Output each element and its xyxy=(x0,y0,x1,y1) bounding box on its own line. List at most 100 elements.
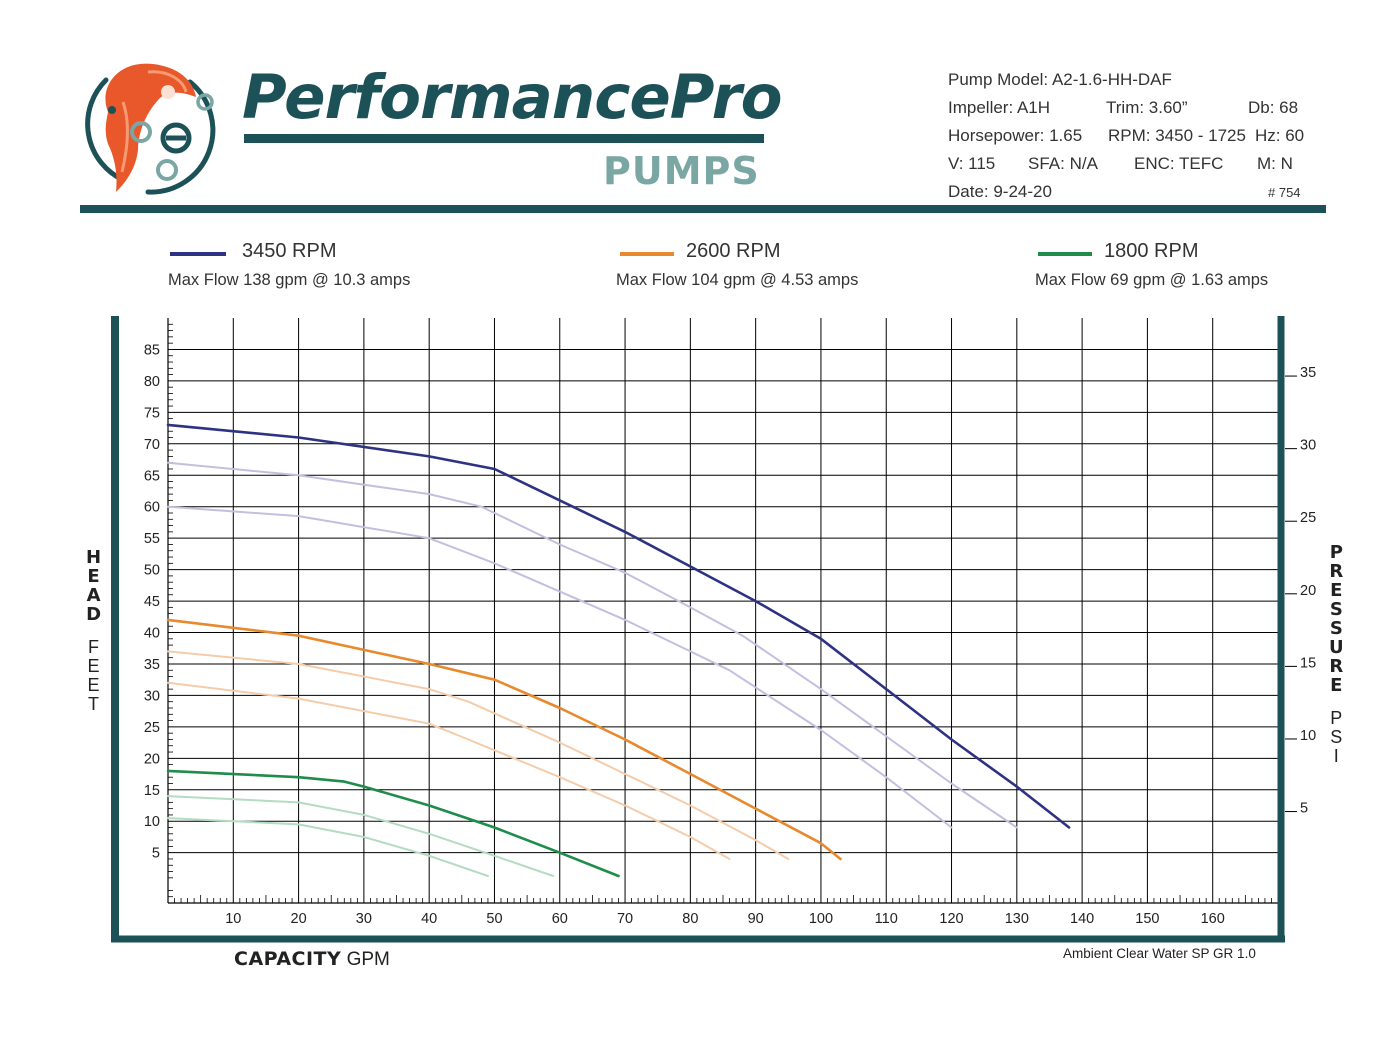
x-tick-label: 80 xyxy=(682,911,698,927)
x-axis-title: CAPACITY GPM xyxy=(234,948,390,971)
y2-tick-label: 15 xyxy=(1300,655,1316,671)
y2-tick-label: 20 xyxy=(1300,583,1316,599)
axis-title-letter: E xyxy=(1330,675,1343,696)
x-tick-label: 150 xyxy=(1135,911,1159,927)
y2-tick-label: 5 xyxy=(1300,801,1308,817)
axis-title-letter: E xyxy=(1330,580,1343,601)
spec-number: # 754 xyxy=(1268,185,1301,200)
axis-title-letter: F xyxy=(88,637,100,657)
y-tick-label: 70 xyxy=(144,437,160,453)
x-tick-label: 100 xyxy=(809,911,833,927)
brand-underline xyxy=(244,134,764,143)
y-tick-label: 75 xyxy=(144,405,160,421)
x-tick-label: 110 xyxy=(875,911,898,927)
x-tick-label: 130 xyxy=(1005,911,1029,927)
spec-impeller: Impeller: A1H xyxy=(948,98,1051,117)
footnote: Ambient Clear Water SP GR 1.0 xyxy=(1063,946,1256,961)
y-tick-label: 20 xyxy=(144,751,160,767)
y-tick-label: 80 xyxy=(144,374,160,390)
x-tick-label: 40 xyxy=(421,911,437,927)
y-tick-label: 15 xyxy=(144,783,160,799)
y-tick-label: 5 xyxy=(152,846,160,862)
axis-title-letter: R xyxy=(1329,561,1344,582)
axis-title-letter: H xyxy=(86,547,102,568)
y-tick-label: 85 xyxy=(144,342,160,358)
legend-swatch-3450 xyxy=(170,252,226,256)
axis-title-letter: R xyxy=(1329,656,1344,677)
spec-db: Db: 68 xyxy=(1248,98,1299,117)
y-tick-label: 65 xyxy=(144,468,160,484)
x-tick-label: 120 xyxy=(939,911,963,927)
y-tick-label: 50 xyxy=(144,563,160,579)
chart-tick-labels: 10 20 30 40 50 60 70 80 90 100 110 120 130 140 150 160 5… xyxy=(144,342,1316,927)
spec-m: M: N xyxy=(1257,154,1293,173)
axis-title-letter: E xyxy=(87,566,100,587)
chart-curves xyxy=(166,423,1071,878)
y-tick-label: 25 xyxy=(144,720,160,736)
spec-rpm: RPM: 3450 - 1725 xyxy=(1108,126,1246,145)
series-line-1800-rpm xyxy=(166,769,620,878)
legend-label-2600: 2600 RPM xyxy=(686,240,781,262)
axis-title-letter: D xyxy=(86,604,102,625)
chart-grid xyxy=(167,318,1278,904)
series-line-trim-4 xyxy=(167,650,790,860)
legend-note-1800: Max Flow 69 gpm @ 1.63 amps xyxy=(1035,271,1269,289)
y2-tick-label: 35 xyxy=(1300,365,1316,381)
header-divider xyxy=(80,205,1326,213)
axis-title-letter: E xyxy=(87,656,100,676)
spec-hz: Hz: 60 xyxy=(1255,126,1305,145)
y-tick-label: 35 xyxy=(144,657,160,673)
series-line-2600-rpm xyxy=(166,618,842,861)
axis-title-letter: T xyxy=(88,694,100,714)
legend-label-3450: 3450 RPM xyxy=(242,240,337,262)
axis-title-letter: U xyxy=(1329,637,1344,658)
y-tick-label: 10 xyxy=(144,814,160,830)
y2-tick-label: 10 xyxy=(1300,728,1316,744)
x-tick-label: 90 xyxy=(748,911,764,927)
spec-sfa: SFA: N/A xyxy=(1028,154,1098,173)
x-tick-label: 70 xyxy=(617,911,633,927)
brand-title: PerformancePro xyxy=(242,62,783,133)
chart-frame xyxy=(111,316,1285,943)
y2-tick-label: 30 xyxy=(1300,438,1316,454)
x-tick-label: 50 xyxy=(486,911,502,927)
spec-date: Date: 9-24-20 xyxy=(948,182,1052,201)
legend-note-2600: Max Flow 104 gpm @ 4.53 amps xyxy=(616,271,859,289)
x-axis-title-bold: CAPACITY xyxy=(234,948,342,970)
x-tick-label: 20 xyxy=(291,911,307,927)
legend-swatch-2600 xyxy=(620,252,674,256)
y-tick-label: 55 xyxy=(144,531,160,547)
series-line-trim-7 xyxy=(167,795,555,877)
spec-voltage: V: 115 xyxy=(948,154,996,173)
y-tick-label: 40 xyxy=(144,626,160,642)
axis-title-letter: P xyxy=(1330,708,1343,728)
series-line-trim-5 xyxy=(167,681,731,860)
x-tick-label: 140 xyxy=(1070,911,1094,927)
legend-swatch-1800 xyxy=(1038,252,1092,256)
axis-title-letter: A xyxy=(86,585,101,606)
axis-title-letter: E xyxy=(87,675,100,695)
spec-enc: ENC: TEFC xyxy=(1134,154,1224,173)
axis-title-letter: S xyxy=(1329,599,1343,620)
x-tick-label: 30 xyxy=(356,911,372,927)
series-line-3450-rpm xyxy=(166,423,1071,829)
axis-title-letter: S xyxy=(1329,618,1343,639)
brand-subtitle: PUMPS xyxy=(603,149,760,193)
spec-pump-model: Pump Model: A2-1.6-HH-DAF xyxy=(948,70,1172,89)
axis-title-letter: S xyxy=(1330,727,1343,747)
x-tick-label: 160 xyxy=(1201,911,1225,927)
x-tick-label: 10 xyxy=(225,911,241,927)
y-tick-label: 60 xyxy=(144,500,160,516)
brand-logo xyxy=(85,63,216,195)
legend-note-3450: Max Flow 138 gpm @ 10.3 amps xyxy=(168,271,411,289)
series-line-trim-1 xyxy=(167,461,1018,829)
y-tick-label: 45 xyxy=(144,594,160,610)
y-tick-label: 30 xyxy=(144,688,160,704)
spec-trim: Trim: 3.60” xyxy=(1106,98,1188,117)
y2-tick-label: 25 xyxy=(1300,510,1316,526)
x-axis-title-unit: GPM xyxy=(346,949,390,970)
legend-label-1800: 1800 RPM xyxy=(1104,240,1199,262)
